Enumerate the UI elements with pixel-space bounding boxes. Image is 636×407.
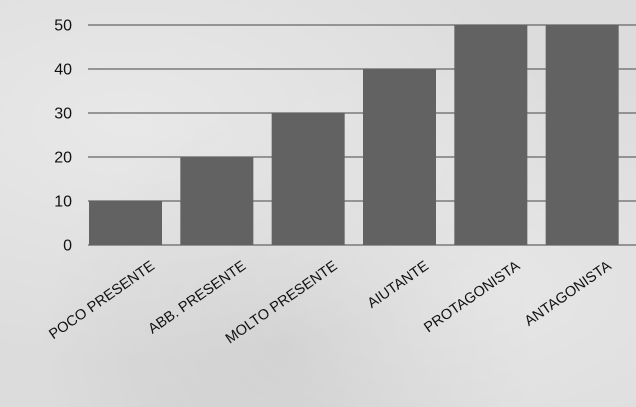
x-category-label: AIUTANTE <box>365 258 432 312</box>
bar <box>363 69 436 245</box>
bar <box>89 201 162 245</box>
y-tick-label: 0 <box>63 238 72 255</box>
x-category-label: PROTAGONISTA <box>421 258 523 336</box>
y-tick-label: 10 <box>54 194 72 211</box>
y-tick-label: 20 <box>54 150 72 167</box>
bar <box>545 25 619 245</box>
y-tick-label: 40 <box>54 62 72 79</box>
bar <box>180 157 254 245</box>
x-category-label: ANTAGONISTA <box>522 258 615 330</box>
bar <box>454 25 528 245</box>
x-category-label: POCO PRESENTE <box>46 258 158 343</box>
bar <box>271 113 345 245</box>
y-axis: 0 10 20 30 40 50 <box>54 18 72 255</box>
bars <box>89 25 619 245</box>
y-tick-label: 50 <box>54 18 72 35</box>
y-tick-label: 30 <box>54 106 72 123</box>
gridlines <box>88 24 636 246</box>
